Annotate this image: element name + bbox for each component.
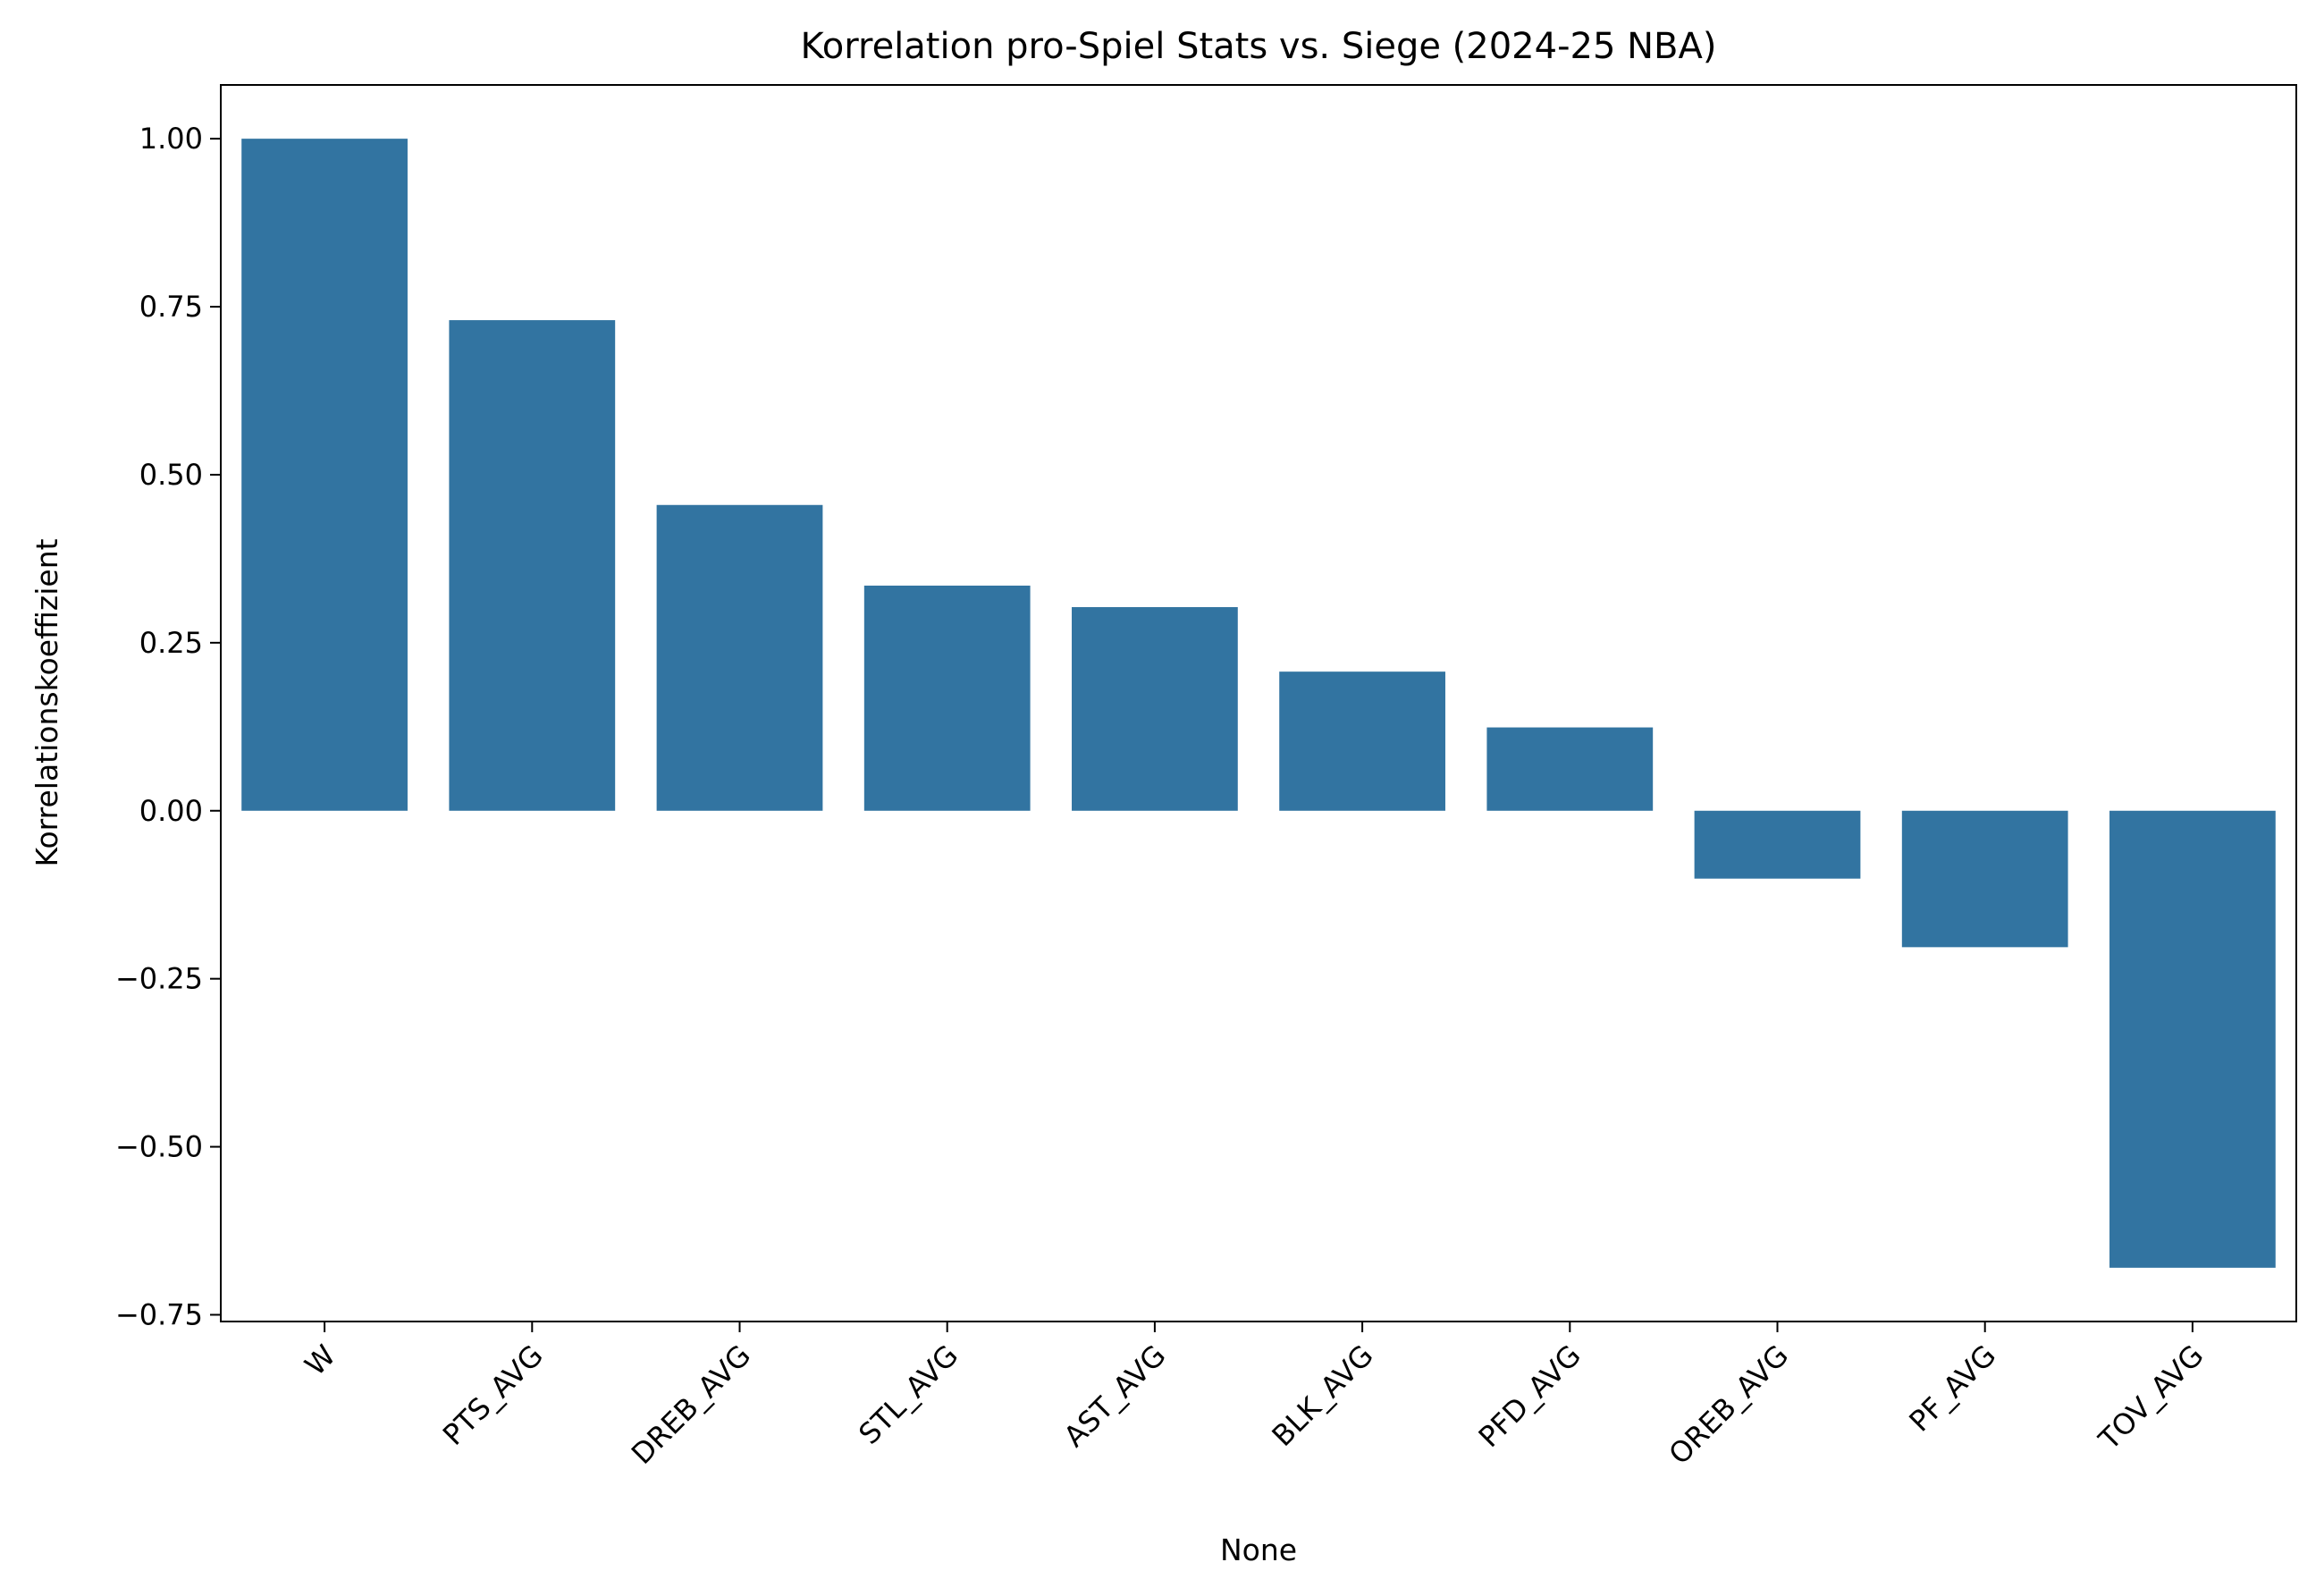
bar-blk-avg (1279, 671, 1445, 811)
y-axis: 1.00 0.75 0.50 0.25 0.00 −0.25 −0.50 −0.75 (115, 122, 221, 1331)
bar-tov-avg (2109, 810, 2276, 1268)
y-axis-label: Korrelationskoeffizient (29, 538, 64, 866)
y-tick-label: 0.00 (139, 794, 203, 828)
plot-frame (220, 84, 2297, 1322)
bar-dreb-avg (656, 504, 823, 811)
bar-w (241, 139, 408, 811)
bar-pf-avg (1901, 810, 2068, 948)
chart-title: Korrelation pro-Spiel Stats vs. Siege (2… (801, 26, 1717, 67)
y-tick-label: 0.50 (139, 458, 203, 492)
y-tick-label: −0.75 (115, 1297, 203, 1331)
bar-ast-avg (1072, 607, 1238, 811)
bar-pts-avg (449, 320, 616, 811)
y-tick-label: 0.75 (139, 290, 203, 324)
bars-group (241, 139, 2276, 1268)
bar-pfd-avg (1486, 727, 1654, 811)
y-tick-label: −0.50 (115, 1130, 203, 1164)
y-tick-label: 0.25 (139, 626, 203, 660)
bar-stl-avg (863, 585, 1031, 811)
x-axis-label: None (1220, 1533, 1297, 1567)
y-tick-label: −0.25 (115, 962, 203, 996)
y-tick-label: 1.00 (139, 122, 203, 156)
bar-oreb-avg (1694, 810, 1861, 879)
